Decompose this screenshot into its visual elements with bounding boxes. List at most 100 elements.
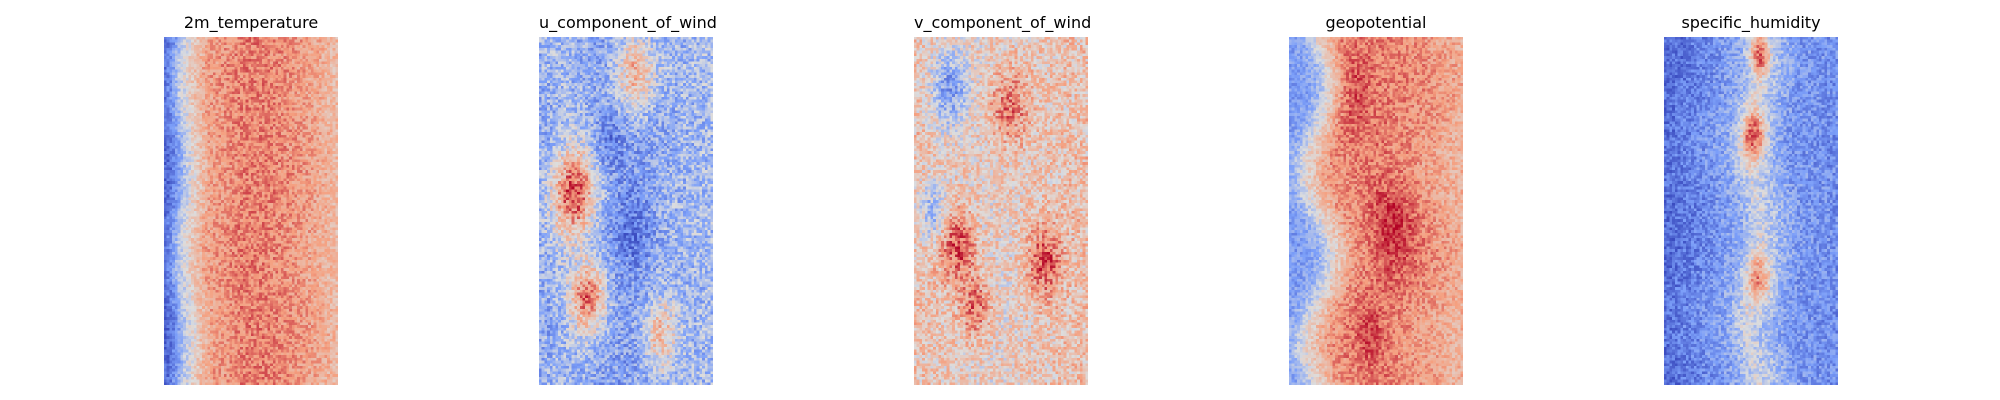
heatmap-cell [164,224,167,228]
heatmap-cell [313,69,317,73]
heatmap-cell [180,197,184,201]
heatmap-cell [207,110,211,114]
heatmap-cell [212,83,216,86]
heatmap-cell [253,129,257,133]
heatmap-cell [270,153,273,157]
heatmap-cell [183,219,186,222]
heatmap-cell [278,118,281,122]
heatmap-cell [231,194,235,198]
heatmap-cell [188,110,192,114]
heatmap-cell [267,197,271,201]
heatmap-cell [275,156,279,160]
heatmap-cell [308,175,311,179]
heatmap-cell [240,170,243,173]
heatmap-cell [318,197,322,201]
heatmap-cell [297,66,300,70]
heatmap-cell [166,118,170,122]
heatmap-cell [240,216,243,220]
heatmap-cell [332,137,336,141]
heatmap-cell [221,211,224,214]
heatmap-cell [321,88,325,92]
heatmap-cell [169,115,173,119]
heatmap-cell [259,96,262,100]
heatmap-cell [329,232,333,236]
heatmap-cell [234,37,238,40]
heatmap-cell [302,113,306,116]
heatmap-cell [275,211,279,214]
heatmap-cell [297,104,300,108]
heatmap-cell [166,172,170,176]
heatmap-cell [174,151,178,154]
heatmap-cell [218,96,222,100]
heatmap-cell [212,39,216,43]
heatmap-cell [185,172,189,176]
heatmap-cell [256,58,260,62]
heatmap-cell [310,39,314,43]
heatmap-cell [193,172,197,176]
heatmap-cell [240,183,243,187]
heatmap-cell [177,47,181,51]
heatmap-cell [240,91,243,95]
heatmap-cell [283,183,287,187]
heatmap-cell [251,132,254,135]
heatmap-cell [332,221,336,225]
heatmap-cell [294,202,298,206]
heatmap-cell [212,224,216,228]
heatmap-cell [172,148,175,152]
heatmap-cell [207,129,211,133]
heatmap-cell [229,170,233,173]
heatmap-cell [299,153,303,157]
heatmap-cell [289,132,292,135]
heatmap-cell [196,45,200,48]
heatmap-cell [207,39,211,43]
heatmap-cell [291,216,295,220]
heatmap-cell [275,61,279,65]
heatmap-cell [193,132,197,135]
heatmap-cell [199,151,203,154]
heatmap-cell [193,113,197,116]
heatmap-cell [191,91,194,95]
heatmap-cell [207,91,211,95]
heatmap-cell [204,224,208,228]
heatmap-cell [212,221,216,225]
heatmap-cell [202,172,205,176]
heatmap-cell [223,88,227,92]
heatmap-cell [207,200,211,203]
heatmap-cell [256,194,260,198]
heatmap-cell [226,88,230,92]
heatmap-cell [264,69,268,73]
heatmap-cell [324,230,328,233]
heatmap-cell [234,99,238,103]
heatmap-cell [183,75,186,78]
heatmap-cell [172,170,175,173]
heatmap-cell [297,39,300,43]
heatmap-cell [207,50,211,54]
heatmap-cell [177,129,181,133]
heatmap-cell [253,37,257,40]
heatmap-cell [196,178,200,182]
heatmap-cell [291,110,295,114]
heatmap-cell [174,175,178,179]
heatmap-cell [202,208,205,212]
heatmap-cell [332,80,336,84]
heatmap-cell [240,205,243,209]
heatmap-cell [226,186,230,190]
heatmap-cell [321,53,325,57]
heatmap-cell [324,172,328,176]
heatmap-cell [318,113,322,116]
heatmap-cell [294,61,298,65]
heatmap-cell [294,134,298,138]
heatmap-cell [272,66,276,70]
heatmap-cell [174,200,178,203]
heatmap-cell [245,156,249,160]
heatmap-cell [210,227,213,231]
heatmap-cell [188,191,192,195]
heatmap-cell [164,140,167,144]
heatmap-cell [297,151,300,154]
heatmap-cell [261,145,265,149]
heatmap-cell [305,45,309,48]
heatmap-cell [256,75,260,78]
heatmap-cell [308,246,311,250]
heatmap-cell [305,134,309,138]
heatmap-cell [275,96,279,100]
